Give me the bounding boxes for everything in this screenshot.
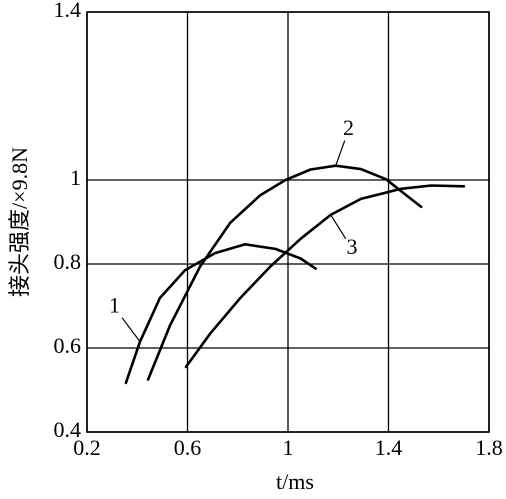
y-tick-label: 1 <box>70 165 81 190</box>
y-axis-label: 接头强度/×9.8N <box>7 147 32 297</box>
x-tick-label: 0.6 <box>174 435 202 460</box>
line <box>124 243 317 385</box>
x-tick-label: 1.4 <box>375 435 403 460</box>
leader-line <box>330 214 347 240</box>
line <box>184 184 466 369</box>
leader-line <box>335 140 346 166</box>
x-tick-label: 1 <box>283 435 294 460</box>
y-tick-label: 0.4 <box>54 417 82 442</box>
series-label: 1 <box>109 293 120 318</box>
series-label: 3 <box>346 234 357 259</box>
series-label: 2 <box>343 115 354 140</box>
x-tick-label: 0.2 <box>73 435 101 460</box>
x-axis-label: t/ms <box>276 469 314 494</box>
y-tick-label: 1.4 <box>54 0 82 22</box>
y-tick-label: 0.6 <box>54 333 82 358</box>
y-tick-label: 0.8 <box>54 249 82 274</box>
x-tick-label: 1.8 <box>475 435 503 460</box>
plot-frame <box>86 11 490 433</box>
line <box>146 164 423 381</box>
leader-line <box>121 317 141 343</box>
